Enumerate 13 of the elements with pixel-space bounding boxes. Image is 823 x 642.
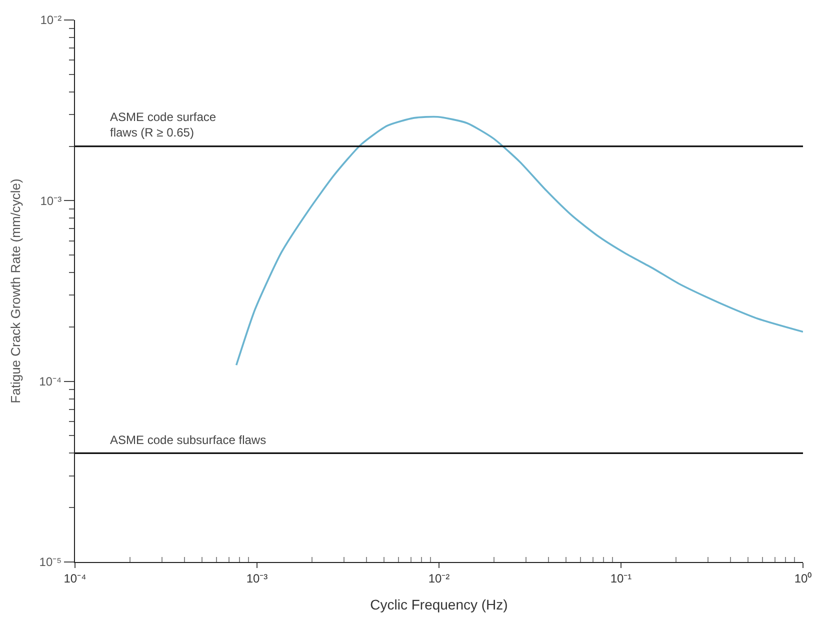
x-tick-label: 10⁰ xyxy=(794,571,812,586)
x-tick-label: 10⁻¹ xyxy=(610,571,632,586)
y-tick-label: 10⁻² xyxy=(40,13,62,28)
ref-line-label: ASME code subsurface flaws xyxy=(110,433,266,447)
x-tick-label: 10⁻² xyxy=(428,571,450,586)
y-axis-title: Fatigue Crack Growth Rate (mm/cycle) xyxy=(8,178,24,404)
y-tick-label: 10⁻⁵ xyxy=(39,555,62,570)
x-tick-label: 10⁻³ xyxy=(246,571,268,586)
x-axis-title: Cyclic Frequency (Hz) xyxy=(370,596,508,613)
ref-line-label: ASME code surface flaws (R ≥ 0.65) xyxy=(110,110,216,140)
y-tick-label: 10⁻³ xyxy=(40,194,62,208)
x-tick-label: 10⁻⁴ xyxy=(64,571,86,586)
y-tick-label: 10⁻⁴ xyxy=(39,374,62,389)
